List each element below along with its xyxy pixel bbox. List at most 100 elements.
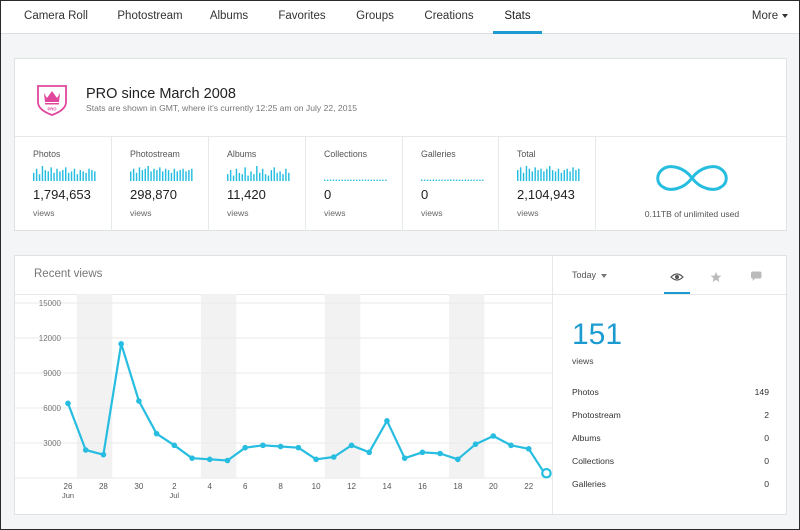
spark-bar [426,179,429,181]
chevron-down-icon [601,273,608,278]
spark-bar [85,172,87,181]
series-line [66,342,548,477]
divider [15,136,786,137]
metric-photostream: Photostream 298,870 views [112,137,209,231]
tab-favorites[interactable]: Favorites [278,10,326,22]
spark-bar [551,170,554,181]
spark-bar [432,179,435,181]
metric-unit: views [324,208,346,218]
tab-stats[interactable]: Stats [493,0,542,34]
divider [553,294,788,295]
spark-bar [344,179,346,181]
metric-label: Collections [324,149,368,159]
spark-bar [382,179,384,181]
spark-bar [458,179,461,181]
spark-bar [50,167,52,181]
pro-badge-icon: PRO [37,85,67,116]
x-tick-label: 22 [524,482,533,491]
sparkline [227,166,290,181]
tab-favorites[interactable] [703,264,729,294]
spark-bar [138,167,141,181]
spark-bar [423,179,426,181]
spark-bar [235,168,238,181]
sparkline [517,166,580,181]
tab-creations[interactable]: Creations [424,10,474,22]
x-tick-label: 10 [312,482,321,491]
stats-summary-card: PRO PRO since March 2008 Stats are shown… [14,58,787,231]
spark-bar [147,166,149,181]
y-tick-label: 12000 [39,334,62,343]
spark-bar [578,168,580,181]
spark-bar [79,170,81,181]
breakdown-label: Photos [572,387,599,397]
spark-bar [53,172,55,181]
spark-bar [62,170,64,181]
spark-bar [264,174,267,181]
spark-bar [522,172,525,181]
spark-bar [376,179,378,181]
recent-views-card: Recent views 15000 12000 9000 6000 3000 26 28 3… [14,255,788,515]
spark-bar [429,179,432,181]
sparkline [33,166,96,181]
data-point [65,400,71,407]
spark-bar [455,179,458,181]
more-menu[interactable]: More [748,0,792,34]
x-tick-label: 2 [172,482,177,491]
range-dropdown[interactable]: Today [572,270,608,280]
spark-bar [531,171,533,181]
data-point [206,456,213,463]
breakdown-label: Photostream [572,410,621,420]
spark-bar [156,170,158,181]
data-point [401,455,408,461]
data-point [472,441,479,447]
spark-bar [253,174,255,181]
tab-albums[interactable]: Albums [209,10,249,22]
spark-bar [470,179,472,181]
metric-value: 298,870 [130,187,177,202]
metric-unit: views [227,208,249,218]
spark-bar [385,179,387,181]
spark-bar [332,179,335,181]
y-tick-label: 9000 [43,369,61,378]
top-navigation: Camera Roll Photostream Albums Favorites… [0,0,800,34]
data-point [171,442,178,449]
tab-views[interactable] [664,264,690,294]
metric-value: 11,420 [227,187,266,202]
data-point [82,447,89,453]
metric-value: 0 [421,187,429,202]
x-tick-label: 30 [134,482,143,491]
tab-comments[interactable] [743,264,769,294]
metric-label: Photos [33,149,61,159]
spark-bar [566,168,568,181]
badge-label: PRO [47,107,57,112]
spark-bar [528,168,531,181]
spark-bar [441,179,443,181]
recent-views-title: Recent views [34,268,103,280]
breakdown-row-albums: Albums 0 [572,433,769,447]
spark-bar [247,175,249,181]
tab-photostream[interactable]: Photostream [117,10,183,22]
spark-bar [94,171,96,181]
data-point [437,450,443,457]
spark-bar [188,170,190,181]
tab-camera-roll[interactable]: Camera Roll [24,10,88,22]
spark-bar [464,179,467,181]
breakdown-row-photos: Photos 149 [572,387,769,401]
spark-bar [153,168,155,181]
metric-unit: views [421,208,443,218]
breakdown-value: 0 [764,433,769,443]
spark-bar [438,179,440,181]
x-tick-label: 26 [64,482,73,491]
data-point [490,433,497,439]
spark-bar [421,179,423,181]
spark-bar [572,167,574,181]
x-tick-label: 18 [453,482,462,491]
star-icon [710,272,722,282]
spark-bar [326,179,329,181]
x-tick-label: 14 [383,482,392,491]
tab-groups[interactable]: Groups [356,10,394,22]
spark-bar [364,179,367,181]
breakdown-value: 0 [764,479,769,489]
spark-bar [267,175,270,181]
spark-bar [447,179,449,181]
